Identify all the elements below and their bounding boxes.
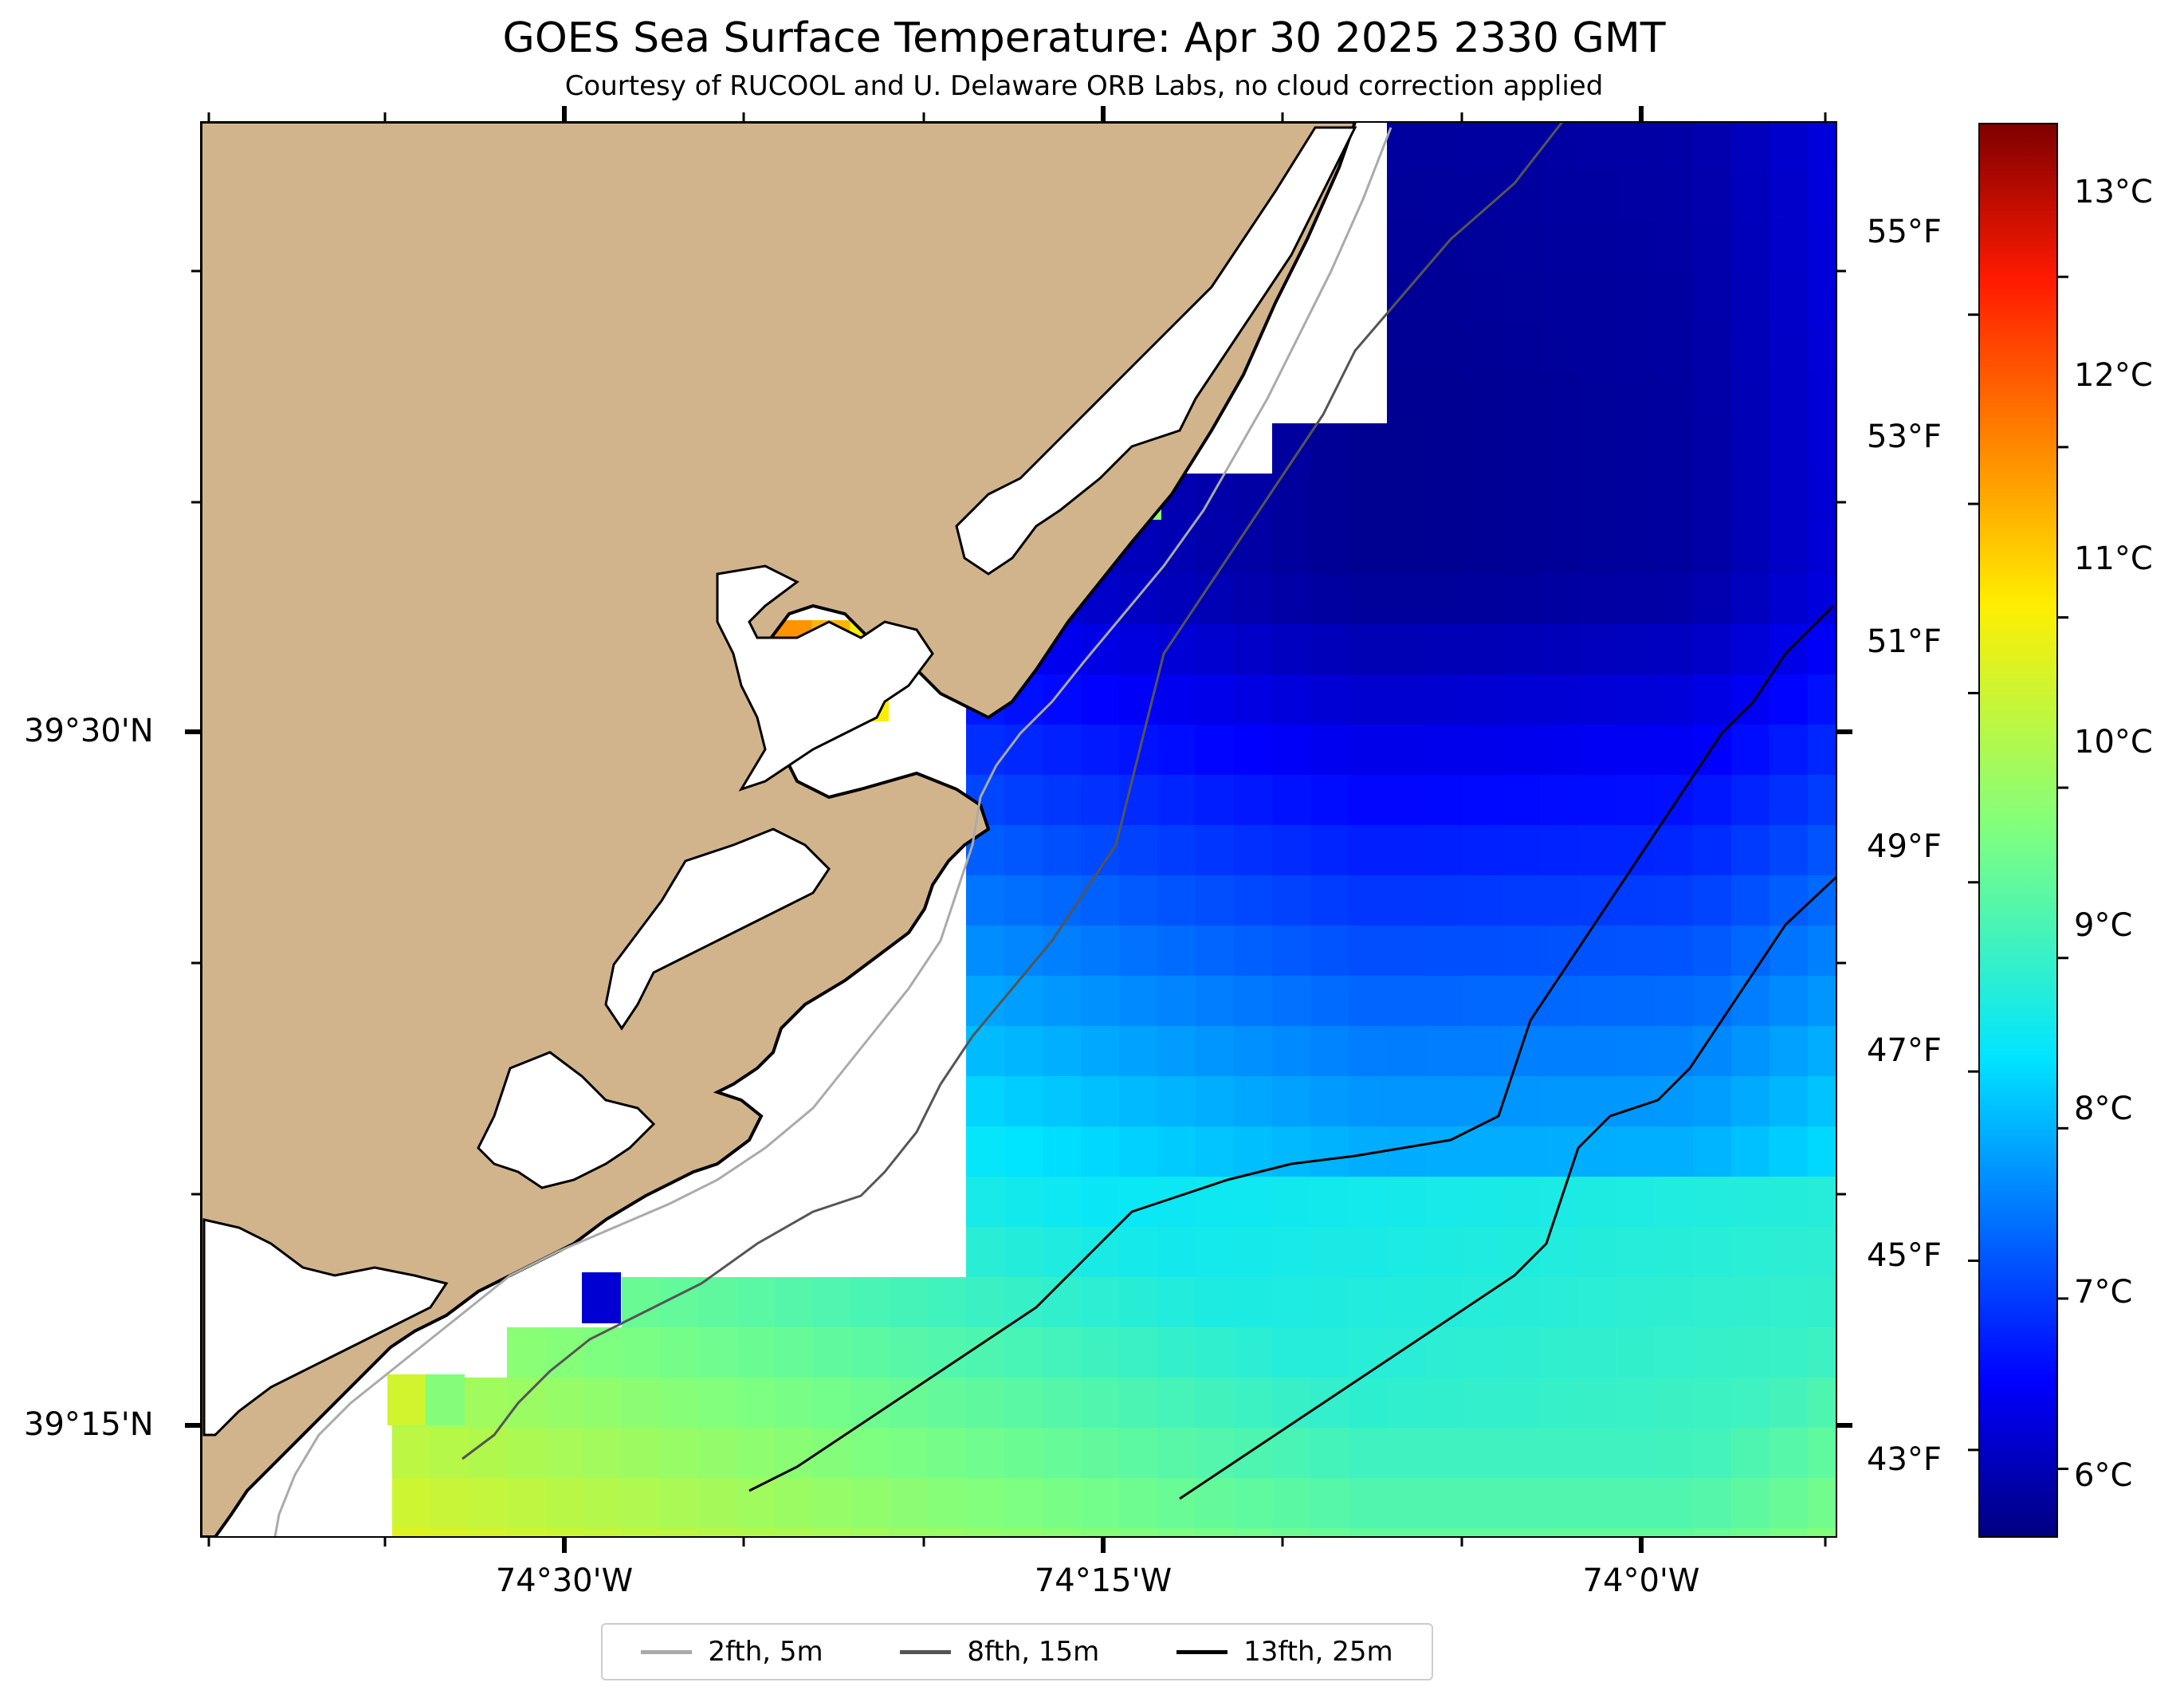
legend-swatch-13fth [1176,1649,1228,1654]
sst-pixel-grid [387,122,1836,1537]
contour-13fth [748,604,1835,1492]
f-label-47: 47°F [1867,1032,1942,1069]
c-label-6: 6°C [2074,1457,2133,1494]
minor-ticks [191,112,1846,1547]
legend-item-8fth: 8fth, 15m [900,1636,1099,1668]
map-frame [200,121,1837,1538]
contour-2fth [273,127,1392,1537]
c-label-10: 10°C [2074,724,2153,761]
lon-label-7430: 74°30'W [495,1562,634,1599]
chart-title: GOES Sea Surface Temperature: Apr 30 202… [502,14,1666,62]
major-ticks [185,106,1852,1553]
c-label-7: 7°C [2074,1274,2133,1311]
lat-label-3930: 39°30'N [24,713,154,749]
legend-label-8fth: 8fth, 15m [967,1636,1100,1668]
lon-label-7400: 74°0'W [1582,1562,1700,1599]
legend-swatch-2fth [641,1649,693,1654]
back-bay-water [955,126,1357,576]
contour-13fth-b [1179,875,1836,1500]
lat-label-3915: 39°15'N [24,1406,154,1443]
great-bay-water [716,564,934,792]
bathymetry-contours [273,122,1836,1537]
f-label-51: 51°F [1867,623,1942,660]
c-label-8: 8°C [2074,1091,2133,1127]
f-label-55: 55°F [1867,214,1942,250]
legend-swatch-8fth [900,1649,952,1654]
f-label-43: 43°F [1867,1441,1942,1478]
f-label-53: 53°F [1867,419,1942,455]
f-label-45: 45°F [1867,1237,1942,1274]
bay-water-mid [604,827,831,1031]
legend-label-13fth: 13fth, 25m [1243,1636,1393,1668]
legend-item-2fth: 2fth, 5m [641,1636,823,1668]
legend-item-13fth: 13fth, 25m [1176,1636,1393,1668]
c-label-9: 9°C [2074,907,2133,944]
c-label-12: 12°C [2074,357,2153,394]
contour-legend: 2fth, 5m 8fth, 15m 13fth, 25m [601,1623,1433,1680]
c-label-13: 13°C [2074,174,2153,210]
contour-8fth [462,122,1564,1460]
bay-water-south [477,1051,656,1189]
chart-subtitle: Courtesy of RUCOOL and U. Delaware ORB L… [564,70,1604,102]
bay-water-sw [202,1218,449,1437]
f-label-49: 49°F [1867,828,1942,865]
c-label-11: 11°C [2074,540,2153,577]
colorbar-ticks [1968,275,2068,1471]
colorbar [1978,123,2058,1538]
legend-label-2fth: 2fth, 5m [708,1636,823,1668]
lon-label-7415: 74°15'W [1034,1562,1173,1599]
